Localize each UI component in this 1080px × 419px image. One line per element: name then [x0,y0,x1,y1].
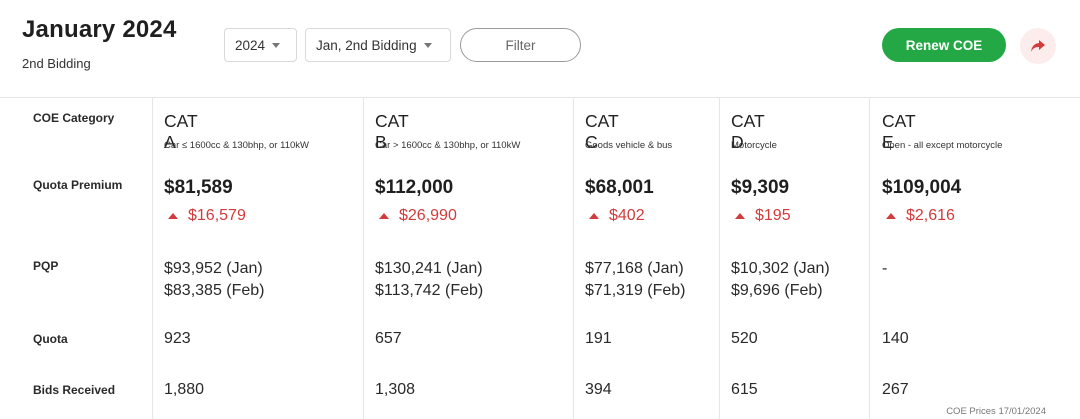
category-description: Car ≤ 1600cc & 130bhp, or 110kW [164,140,309,151]
bidding-round-select[interactable]: Jan, 2nd Bidding [305,28,451,62]
chevron-down-icon [423,42,432,48]
quota-value: 191 [585,330,612,347]
pqp-jan: $10,302 (Jan) [731,260,830,277]
share-button[interactable] [1020,28,1056,64]
year-select[interactable]: 2024 [224,28,297,62]
premium-change-value: $26,990 [399,207,457,224]
pqp-feb: $83,385 (Feb) [164,282,265,299]
page-title: January 2024 [22,16,177,43]
column-divider [719,98,720,419]
premium-change-value: $195 [755,207,791,224]
coe-prices-date-note: COE Prices 17/01/2024 [946,406,1046,417]
premium-change: $16,579 [164,207,246,225]
pqp-jan: - [882,260,888,277]
quota-value: 520 [731,330,758,347]
quota-premium: $112,000 [375,177,454,198]
row-label-category: COE Category [33,111,115,125]
row-label-premium: Quota Premium [33,178,123,192]
triangle-up-icon [379,213,389,219]
year-select-value: 2024 [235,37,266,53]
premium-change: $402 [585,207,645,225]
pqp-jan: $77,168 (Jan) [585,260,684,277]
pqp-jan: $93,952 (Jan) [164,260,263,277]
pqp-jan: $130,241 (Jan) [375,260,483,277]
bids-received-value: 394 [585,381,612,398]
bids-received-value: 1,308 [375,381,416,398]
premium-change-value: $402 [609,207,645,224]
category-description: Goods vehicle & bus [585,140,673,151]
column-divider [363,98,364,419]
premium-change: $26,990 [375,207,457,225]
premium-change-value: $16,579 [188,207,246,224]
quota-premium: $9,309 [731,177,790,198]
row-label-pqp: PQP [33,259,59,273]
quota-value: 657 [375,330,402,347]
column-divider [573,98,574,419]
triangle-up-icon [735,213,745,219]
triangle-up-icon [589,213,599,219]
quota-value: 140 [882,330,909,347]
pqp-values: - [882,258,887,280]
row-label-quota: Quota [33,332,68,346]
category-name: CAT A [164,111,198,152]
pqp-values: $10,302 (Jan) $9,696 (Feb) [731,258,830,302]
quota-premium: $81,589 [164,177,233,198]
quota-premium: $68,001 [585,177,654,198]
pqp-feb: $113,742 (Feb) [375,282,484,299]
row-label-bids: Bids Received [33,383,116,397]
premium-change: $195 [731,207,791,225]
premium-change-value: $2,616 [906,207,955,224]
category-description: Motorcycle [731,140,777,151]
category-description: Car > 1600cc & 130bhp, or 110kW [375,140,521,151]
bids-received-value: 615 [731,381,758,398]
column-divider [869,98,870,419]
renew-coe-button[interactable]: Renew COE [882,28,1006,62]
bidding-round-select-value: Jan, 2nd Bidding [316,37,417,53]
pqp-feb: $71,319 (Feb) [585,282,686,299]
chevron-down-icon [272,42,281,48]
category-name: CAT C [585,111,619,152]
category-name: CAT D [731,111,765,152]
triangle-up-icon [168,213,178,219]
pqp-values: $93,952 (Jan) $83,385 (Feb) [164,258,265,302]
category-name: CAT E [882,111,916,152]
filter-button[interactable]: Filter [460,28,581,62]
pqp-feb: $9,696 (Feb) [731,282,823,299]
category-name: CAT B [375,111,409,152]
category-description: Open - all except motorcycle [882,140,1003,151]
bids-received-value: 1,880 [164,381,205,398]
premium-change: $2,616 [882,207,955,225]
quota-premium: $109,004 [882,177,962,198]
pqp-values: $77,168 (Jan) $71,319 (Feb) [585,258,686,302]
coe-results-table: COE Category Quota Premium PQP Quota Bid… [0,98,1080,419]
page-header: January 2024 2nd Bidding 2024 Jan, 2nd B… [0,0,1080,98]
share-icon [1031,40,1045,52]
bids-received-value: 267 [882,381,909,398]
triangle-up-icon [886,213,896,219]
column-divider [152,98,153,419]
quota-value: 923 [164,330,191,347]
page-subtitle: 2nd Bidding [22,56,91,71]
pqp-values: $130,241 (Jan) $113,742 (Feb) [375,258,483,302]
